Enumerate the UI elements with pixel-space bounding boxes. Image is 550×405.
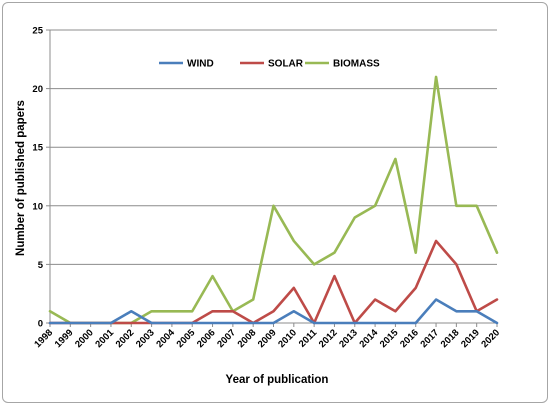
x-tick-label: 2007: [215, 327, 238, 350]
x-tick-label: 2002: [114, 327, 137, 350]
y-tick-label: 0: [38, 319, 43, 330]
x-tick-label: 2018: [439, 327, 462, 350]
x-tick-label: 2020: [479, 327, 502, 350]
x-tick-labels: 1998199920002001200220032004200520062007…: [32, 327, 502, 350]
x-tick-label: 2001: [93, 327, 116, 350]
x-tick-label: 2004: [154, 327, 177, 350]
y-axis-title: Number of published papers: [15, 100, 27, 256]
x-tick-label: 2019: [459, 327, 482, 350]
x-tick-label: 2016: [398, 327, 421, 350]
x-tick-label: 2005: [175, 327, 198, 350]
y-tick-label: 25: [32, 26, 43, 37]
y-tick-label: 20: [32, 84, 43, 95]
x-tick-label: 2013: [337, 327, 360, 350]
x-tick-label: 2000: [73, 327, 96, 350]
x-tick-label: 1998: [32, 327, 55, 350]
x-tick-label: 2011: [297, 327, 320, 350]
y-tick-labels: 0 5 10 15 20 25: [32, 26, 43, 330]
x-tick-label: 2014: [357, 327, 380, 350]
x-tick-label: 2017: [418, 327, 441, 350]
legend-label-biomass: BIOMASS: [333, 59, 380, 70]
y-tick-label: 5: [38, 260, 44, 271]
series-line-wind: [48, 298, 499, 325]
y-tick-label: 10: [32, 201, 43, 212]
x-axis-title: Year of publication: [226, 374, 329, 386]
series-line-solar: [48, 239, 499, 325]
x-tick-label: 2015: [378, 327, 401, 350]
x-tick-label: 2006: [195, 327, 218, 350]
legend-label-solar: SOLAR: [268, 59, 304, 70]
legend-label-wind: WIND: [187, 59, 214, 70]
series-line-biomass: [48, 75, 499, 325]
x-tick-label: 2008: [236, 327, 259, 350]
axes: [46, 29, 498, 327]
y-tick-label: 15: [32, 143, 43, 154]
legend: WIND SOLAR BIOMASS: [159, 59, 380, 70]
series-lines: [48, 75, 499, 325]
x-tick-label: 2003: [134, 327, 157, 350]
x-tick-label: 2012: [317, 327, 340, 350]
x-tick-label: 2009: [256, 327, 279, 350]
x-tick-label: 1999: [53, 327, 76, 350]
x-tick-label: 2010: [276, 327, 299, 350]
